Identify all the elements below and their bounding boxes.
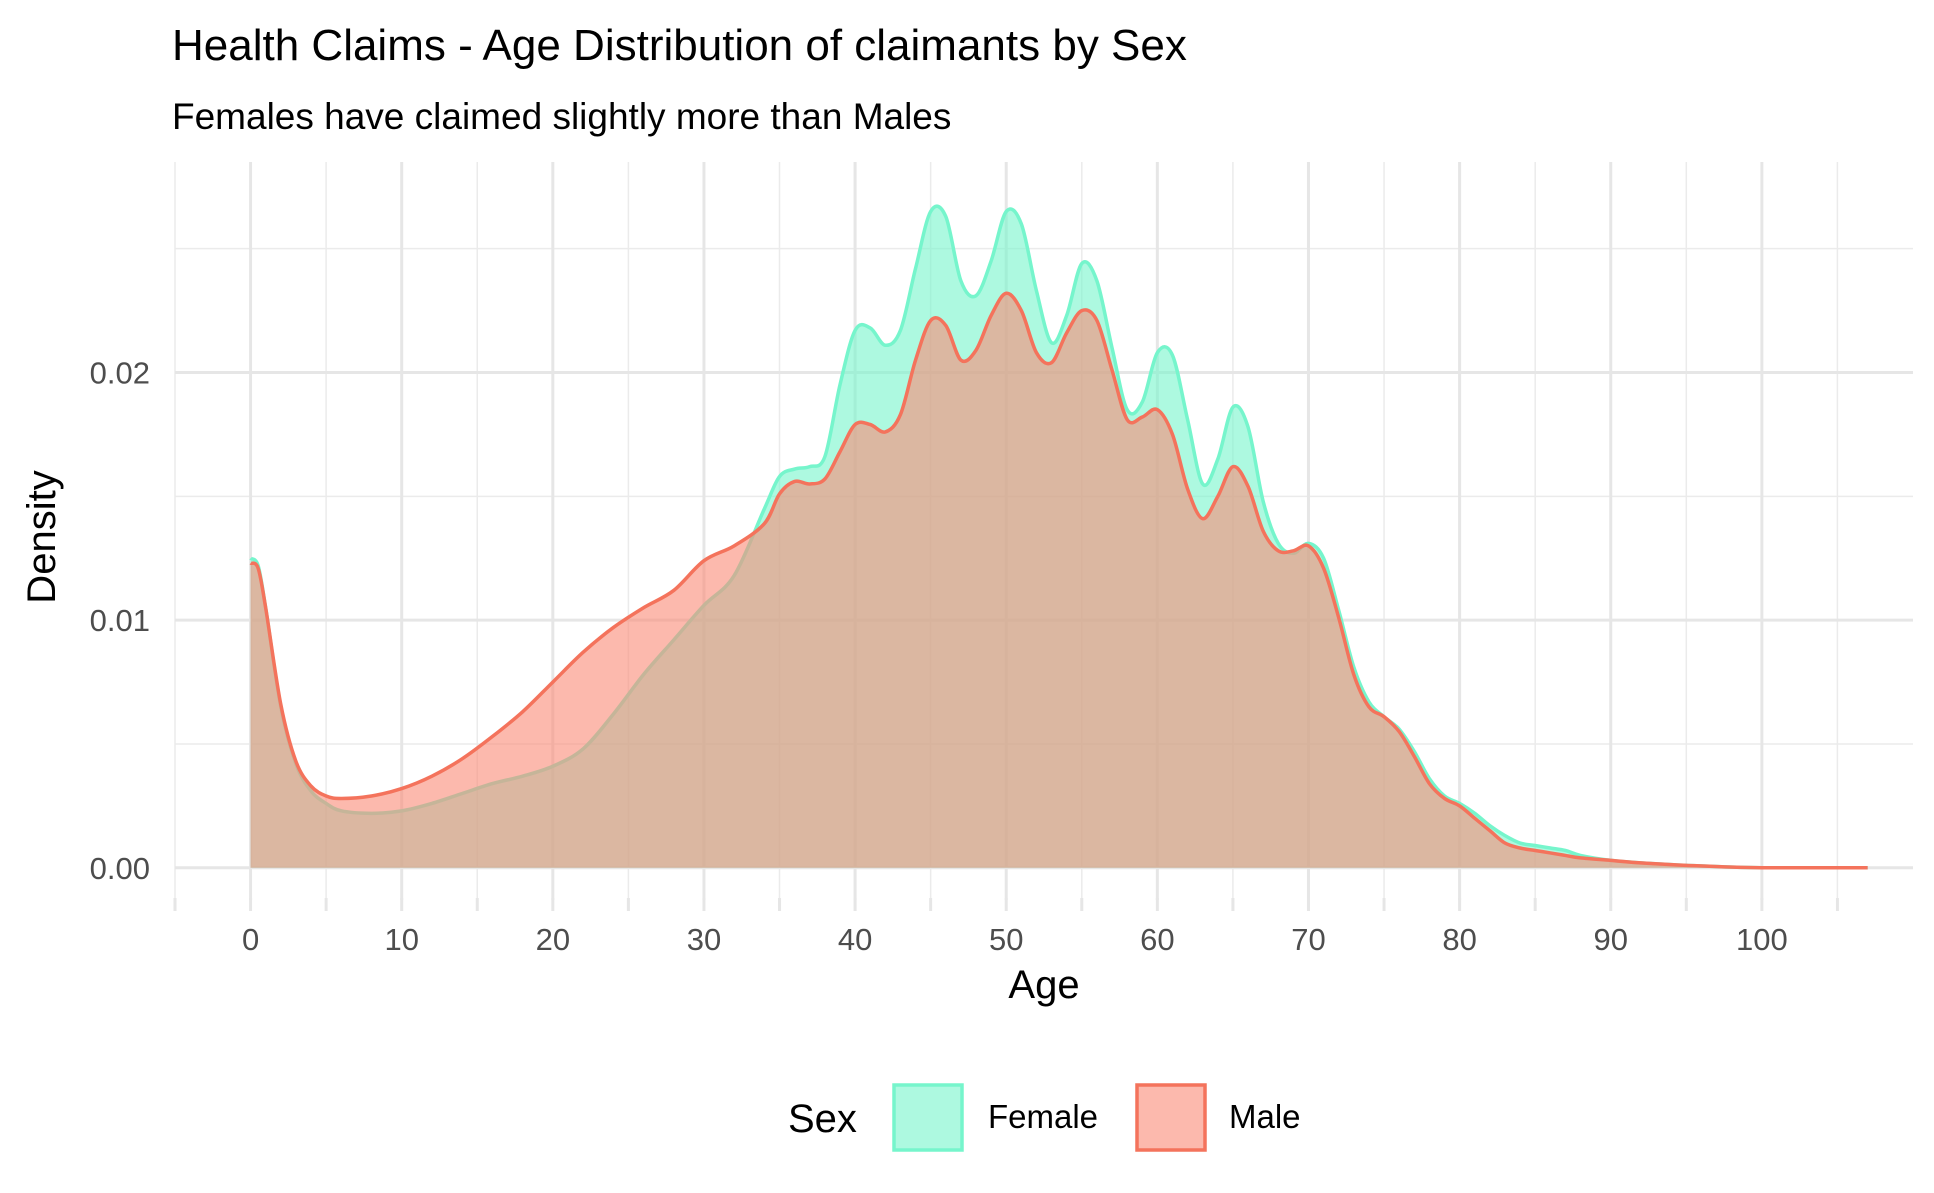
legend-key-female	[892, 1083, 964, 1152]
legend-key-male	[1135, 1083, 1207, 1152]
x-tick-label: 60	[1140, 922, 1174, 957]
legend: Sex Female Male	[788, 1083, 1301, 1152]
density-areas	[249, 204, 1868, 870]
chart-title: Health Claims - Age Distribution of clai…	[172, 21, 1187, 70]
line-male	[249, 291, 1868, 870]
y-tick-label: 0.00	[90, 851, 150, 886]
x-tick-label: 90	[1593, 922, 1627, 957]
chart-subtitle: Females have claimed slightly more than …	[172, 96, 951, 137]
x-tick-label: 70	[1291, 922, 1325, 957]
x-axis-title: Age	[1008, 963, 1079, 1007]
x-tick-label: 80	[1442, 922, 1476, 957]
x-tick-label: 50	[989, 922, 1023, 957]
x-tick-label: 30	[687, 922, 721, 957]
legend-items: Female Male	[892, 1083, 1301, 1152]
x-tick-label: 10	[384, 922, 418, 957]
y-tick-label: 0.01	[90, 603, 150, 638]
x-tick-label: 100	[1736, 922, 1788, 957]
y-tick-label: 0.02	[90, 356, 150, 391]
x-tick-label: 20	[536, 922, 570, 957]
x-tick-label: 0	[242, 922, 259, 957]
legend-label-male: Male	[1229, 1098, 1301, 1135]
area-male	[250, 293, 1868, 868]
y-axis-title: Density	[20, 470, 64, 603]
x-tick-label: 40	[838, 922, 872, 957]
legend-title: Sex	[788, 1097, 857, 1141]
axes: 0 10 20 30 40 50 60 70 80 90 100 0.00 0.01 0.02	[90, 356, 1839, 957]
legend-label-female: Female	[988, 1098, 1098, 1135]
